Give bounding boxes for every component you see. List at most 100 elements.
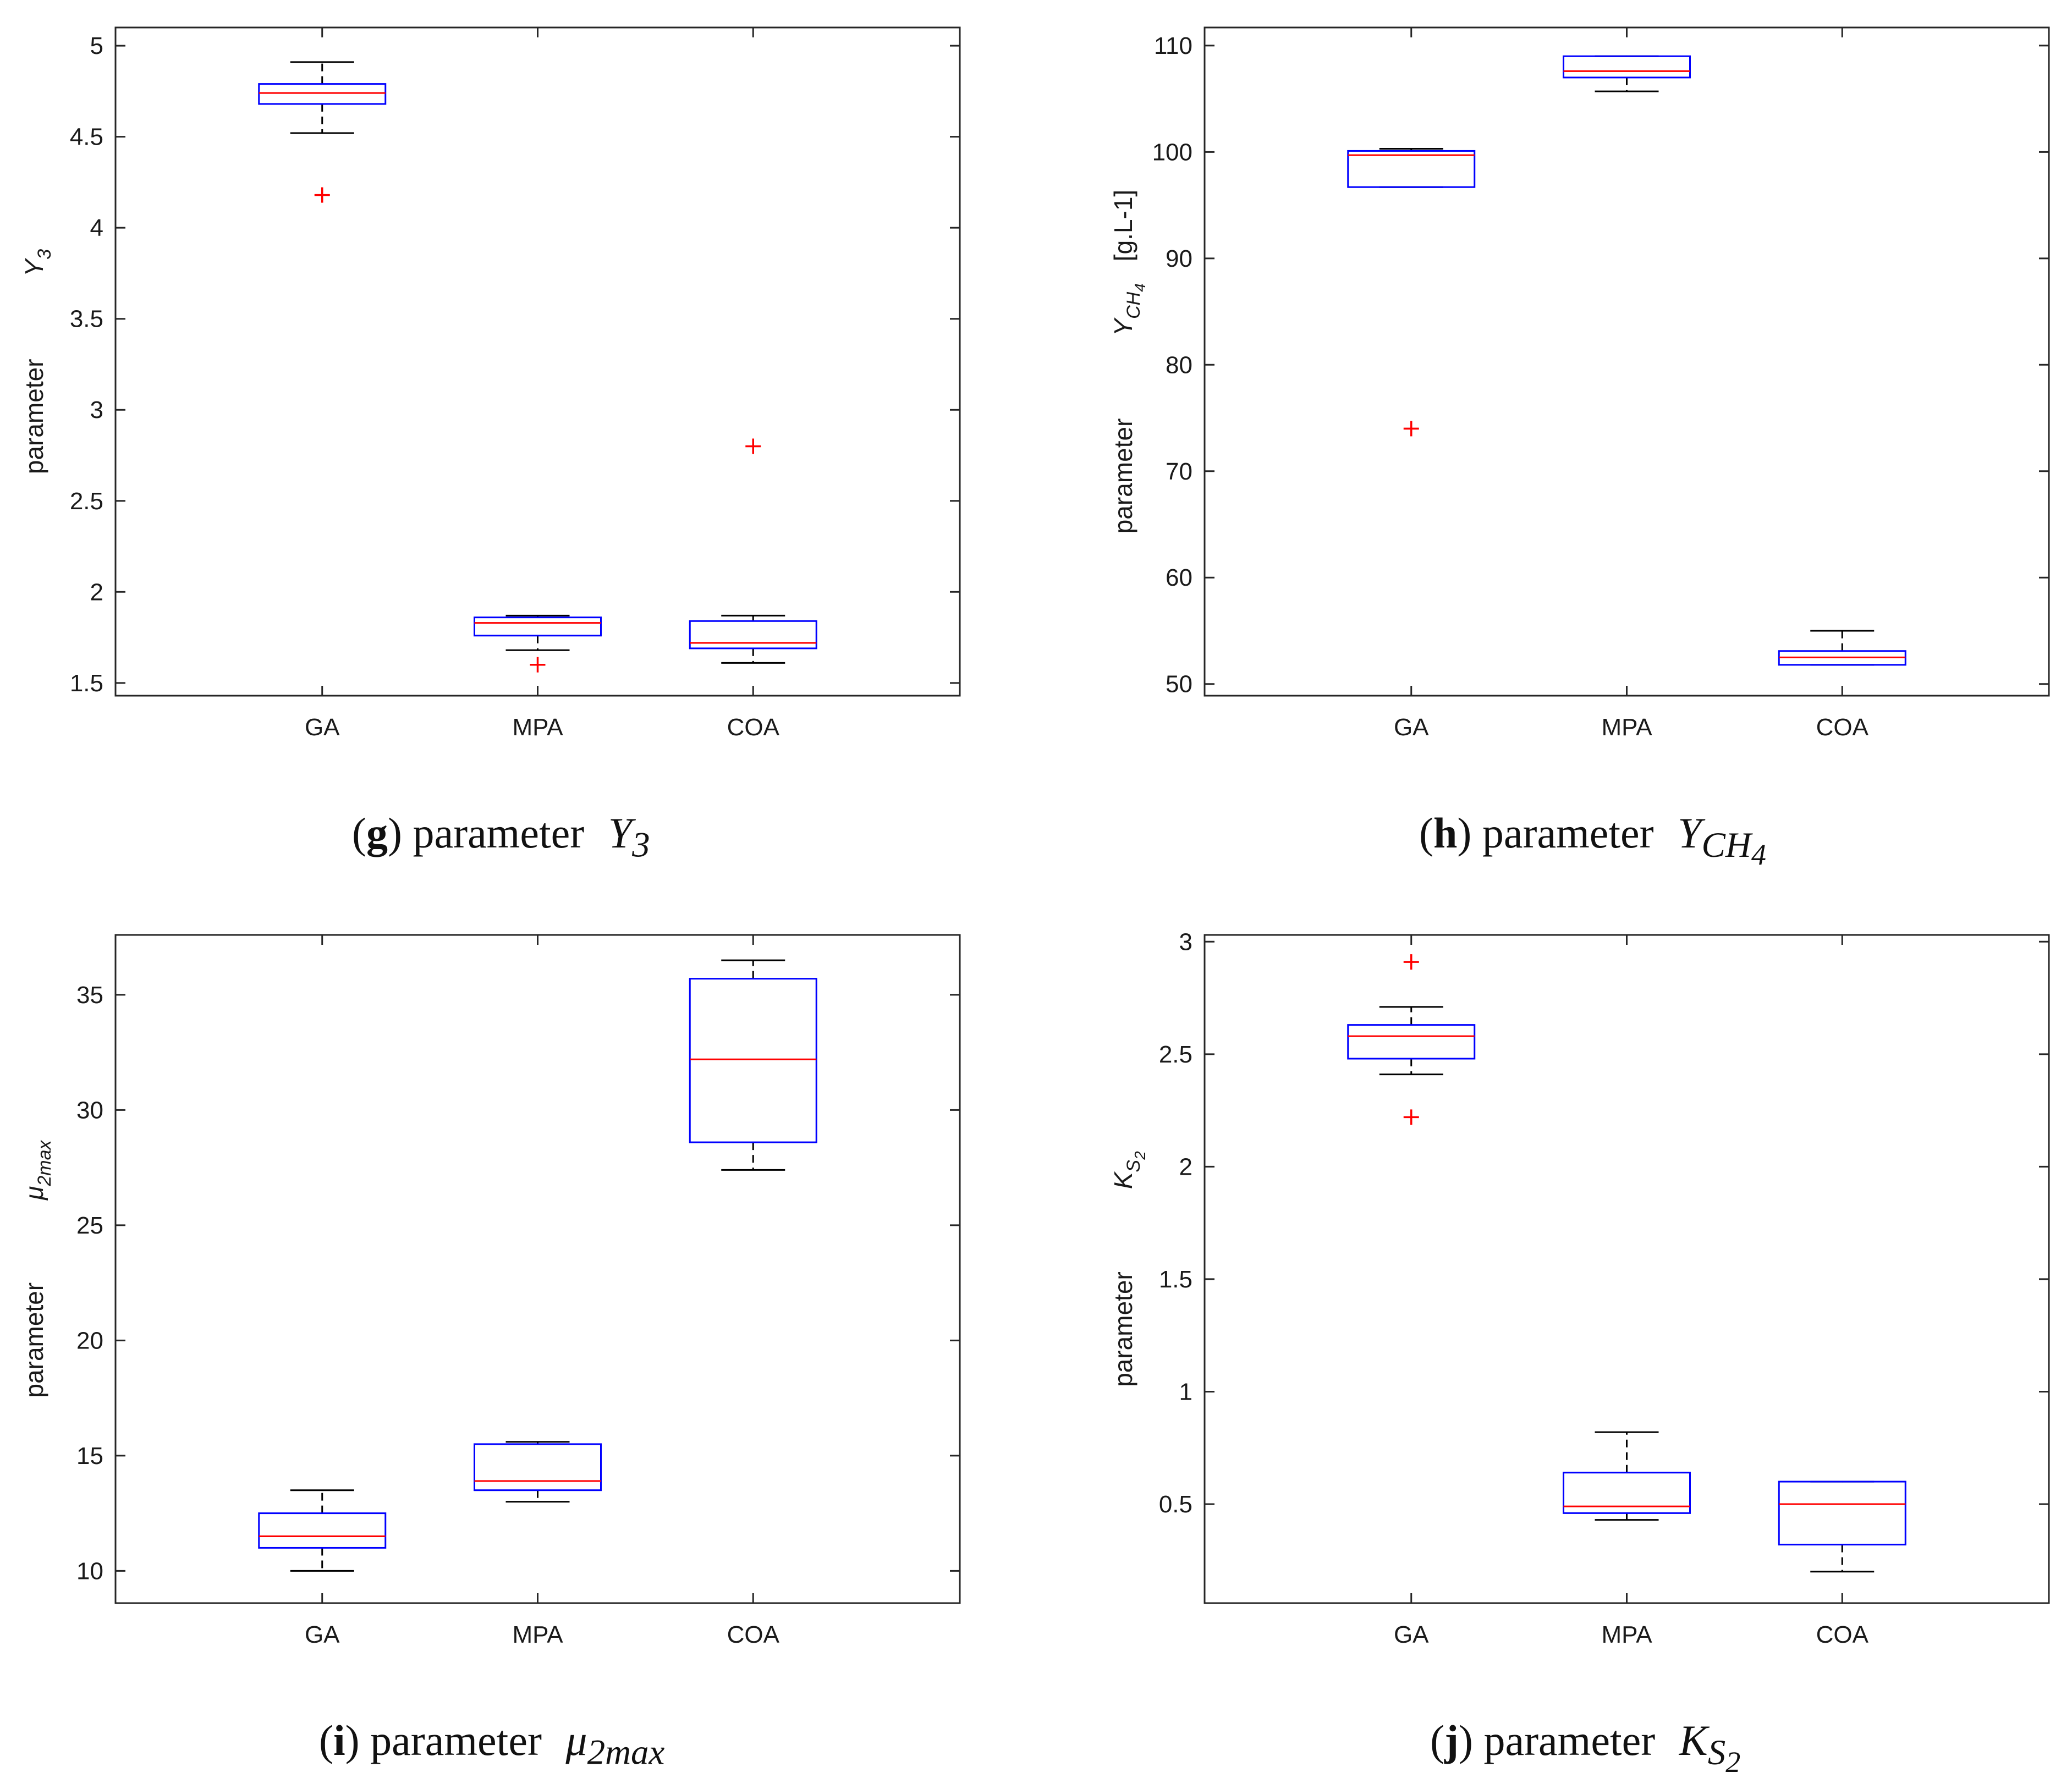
y-label-subscript: S <box>1123 1159 1144 1172</box>
y-label-subsubscript: 2 <box>1131 1151 1148 1160</box>
y-label-word: parameter <box>1109 1271 1137 1387</box>
iqr-box <box>258 1512 387 1549</box>
box-coa <box>689 959 817 1171</box>
iqr-box <box>689 978 817 1143</box>
caption-letter: j <box>1444 1716 1459 1764</box>
y-label-word: parameter <box>20 1282 48 1398</box>
y-tick-label: 1.5 <box>1159 1266 1192 1293</box>
y-label-word: parameter <box>20 359 48 474</box>
x-tick-label: MPA <box>1601 714 1652 741</box>
y-tick-label: 2.5 <box>1159 1041 1192 1068</box>
box-ga <box>258 1489 387 1572</box>
y-label-symbol: Y <box>1109 317 1137 336</box>
y-tick-label: 15 <box>76 1443 103 1469</box>
chart-h: 50 60 70 80 90 100 110 GA MPA COA parameter YCH4 [g.… <box>1109 26 2050 741</box>
x-tick-label: COA <box>727 1621 780 1648</box>
y-tick-label: 2 <box>1179 1153 1192 1180</box>
x-tick-label: GA <box>305 1621 340 1648</box>
outlier-marker <box>745 438 761 454</box>
x-tick-label: GA <box>1394 714 1429 741</box>
caption-symbol: YCH4 <box>1678 809 1766 871</box>
y-tick-label: 90 <box>1166 245 1192 272</box>
y-tick-label: 20 <box>76 1327 103 1354</box>
outlier-marker <box>1403 954 1419 970</box>
box-mpa <box>474 614 602 673</box>
x-tick-label: GA <box>305 714 340 741</box>
y-axis-label: parameter μ2max <box>20 1140 55 1398</box>
x-tick-label: MPA <box>512 714 563 741</box>
caption-g: (g) parameter Y3 <box>352 809 650 865</box>
y-label-subscript: 2max <box>34 1140 55 1187</box>
iqr-box <box>1347 150 1476 188</box>
y-tick-label: 60 <box>1166 564 1192 591</box>
outlier-marker <box>314 187 330 203</box>
y-tick-label: 110 <box>1154 32 1192 59</box>
y-axis-label: parameter YCH4 [g.L-1] <box>1109 190 1148 533</box>
y-label-symbol: K <box>1109 1171 1137 1189</box>
y-label-unit: [g.L-1] <box>1109 190 1137 261</box>
y-tick-label: 3 <box>90 397 103 423</box>
caption-symbol: KS2 <box>1679 1716 1741 1779</box>
box-coa <box>1778 630 1906 666</box>
y-tick-label: 25 <box>76 1212 103 1239</box>
iqr-box <box>1563 1472 1691 1514</box>
y-tick-label: 1 <box>1179 1378 1192 1405</box>
box-mpa <box>1563 55 1691 92</box>
iqr-box <box>1563 55 1691 79</box>
x-tick-label: COA <box>1816 1621 1869 1648</box>
outlier-marker <box>530 657 546 673</box>
x-tick-label: MPA <box>512 1621 563 1648</box>
y-tick-label: 3 <box>1179 928 1192 955</box>
caption-letter: h <box>1433 809 1458 857</box>
y-tick-label: 30 <box>76 1097 103 1124</box>
caption-symbol: μ2max <box>565 1716 665 1773</box>
plot-frame <box>1203 26 2050 697</box>
plot-frame <box>114 934 961 1604</box>
y-tick-label: 35 <box>76 982 103 1009</box>
y-tick-label: 10 <box>76 1557 103 1584</box>
y-tick-label: 80 <box>1166 351 1192 378</box>
caption-letter: g <box>366 809 388 857</box>
caption-i: (i) parameter μ2max <box>319 1716 665 1773</box>
y-tick-label: 2 <box>90 579 103 605</box>
x-tick-label: MPA <box>1601 1621 1652 1648</box>
chart-i: 10 15 20 25 30 35 GA MPA COA parameter μ2max <box>20 934 961 1648</box>
caption-word: parameter <box>1482 809 1654 857</box>
caption-j: (j) parameter KS2 <box>1430 1716 1741 1779</box>
box-mpa <box>474 1441 602 1503</box>
y-tick-label: 0.5 <box>1159 1491 1192 1518</box>
box-ga <box>1347 148 1476 437</box>
box-ga <box>1347 954 1476 1125</box>
caption-word: parameter <box>413 809 585 857</box>
y-label-subscript: CH <box>1123 291 1144 319</box>
y-axis-label: parameter KS2 <box>1109 1151 1148 1387</box>
y-label-word: parameter <box>1109 419 1137 534</box>
box-ga <box>258 61 387 203</box>
iqr-box <box>1347 1024 1476 1060</box>
y-tick-label: 70 <box>1166 458 1192 485</box>
y-tick-label: 50 <box>1166 671 1192 698</box>
plot-frame <box>1203 934 2050 1604</box>
box-coa <box>689 438 817 664</box>
y-label-subsubscript: 4 <box>1131 283 1148 292</box>
y-label-symbol: μ <box>20 1186 48 1201</box>
y-axis-label: parameter Y3 <box>20 249 55 474</box>
y-label-symbol: Y <box>20 257 48 276</box>
outlier-marker <box>1403 1109 1419 1125</box>
iqr-box <box>474 616 602 637</box>
iqr-box <box>1778 1480 1906 1546</box>
iqr-box <box>474 1443 602 1491</box>
caption-symbol: Y3 <box>608 809 650 865</box>
x-tick-label: GA <box>1394 1621 1429 1648</box>
y-label-subscript: 3 <box>34 249 55 260</box>
y-tick-label: 2.5 <box>70 488 103 515</box>
y-tick-label: 100 <box>1152 139 1192 166</box>
y-tick-label: 1.5 <box>70 670 103 697</box>
caption-letter: i <box>333 1716 345 1764</box>
y-tick-label: 4 <box>90 214 103 241</box>
caption-h: (h) parameter YCH4 <box>1419 809 1766 871</box>
box-coa <box>1778 1480 1906 1573</box>
iqr-box <box>258 83 387 105</box>
